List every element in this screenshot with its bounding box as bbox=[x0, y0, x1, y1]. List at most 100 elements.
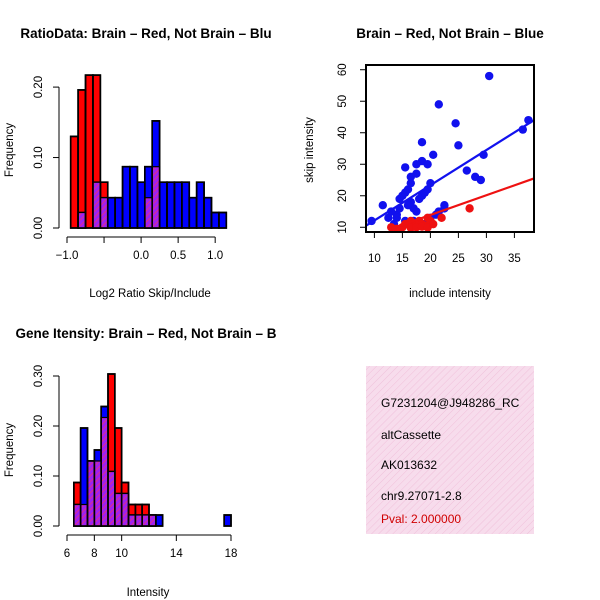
info-panel: G7231204@J948286_RC altCassette AK013632… bbox=[366, 366, 534, 534]
hist2-ylabel: Frequency bbox=[4, 423, 16, 478]
scatter-x-tick-label: 30 bbox=[480, 253, 493, 265]
scatter-title: Brain – Red, Not Brain – Blue bbox=[356, 26, 544, 41]
hist2-axes: 6 8 10 14 18 0.00 0.10 0.20 0.30 bbox=[33, 365, 237, 560]
scatter-y-tick-label: 50 bbox=[337, 95, 349, 108]
scatter-point-not-brain bbox=[454, 141, 463, 150]
hist-bar-overlap bbox=[127, 514, 136, 527]
hist-bar-overlap bbox=[134, 514, 143, 527]
hist-bar-overlap bbox=[86, 460, 95, 527]
hist-bar-not-brain bbox=[155, 514, 164, 527]
scatter-point-not-brain bbox=[462, 166, 471, 175]
scatter-y-tick-label: 60 bbox=[337, 63, 349, 76]
scatter-plot: 10 15 20 25 30 35 10 20 30 40 50 60 bbox=[337, 63, 535, 265]
scatter-point-brain bbox=[437, 213, 446, 223]
hist-bar-overlap bbox=[100, 416, 109, 527]
hist-bar-not-brain bbox=[188, 196, 198, 229]
hist2-bars bbox=[73, 373, 232, 527]
hist1-xlabel: Log2 Ratio Skip/Include bbox=[89, 288, 210, 300]
hist-bar-overlap bbox=[144, 197, 153, 229]
scatter-ylabel: skip intensity bbox=[304, 117, 316, 183]
hist1-title: RatioData: Brain – Red, Not Brain – Blu bbox=[20, 26, 271, 41]
x-tick-label: −1.0 bbox=[56, 250, 79, 262]
scatter-point-not-brain bbox=[485, 71, 494, 81]
hist-bar-outline bbox=[155, 514, 164, 527]
hist-bar-brain bbox=[77, 89, 87, 229]
hist-bar-outline bbox=[223, 514, 232, 527]
hist1-ylabel: Frequency bbox=[4, 123, 16, 178]
hist-bar-not-brain bbox=[158, 181, 168, 229]
hist-bar-outline bbox=[92, 74, 102, 229]
scatter-point-not-brain bbox=[423, 160, 432, 169]
info-pval: Pval: 2.000000 bbox=[381, 512, 461, 526]
scatter-xlabel: include intensity bbox=[409, 288, 491, 300]
hist-bar-not-brain bbox=[223, 514, 232, 527]
hist-bar-not-brain bbox=[121, 165, 131, 229]
hist-bar-not-brain bbox=[203, 196, 213, 229]
scatter-point-not-brain bbox=[392, 213, 401, 223]
scatter-point-not-brain bbox=[401, 163, 410, 172]
info-gene-id: G7231204@J948286_RC bbox=[381, 396, 520, 410]
hist-bar-overlap bbox=[121, 492, 130, 527]
y-tick-label: 0.10 bbox=[33, 146, 45, 168]
hist-bar-overlap bbox=[77, 211, 87, 229]
hist-bar-not-brain bbox=[210, 211, 220, 229]
scatter-points bbox=[366, 71, 534, 232]
scatter-point-not-brain bbox=[417, 137, 427, 147]
scatter-y-tick-label: 20 bbox=[337, 189, 349, 202]
hist-bar-not-brain bbox=[136, 181, 146, 229]
scatter-fit-line bbox=[366, 119, 534, 227]
x-tick-label: 18 bbox=[225, 548, 238, 560]
y-tick-label: 0.00 bbox=[33, 515, 45, 537]
scatter-point-brain bbox=[465, 204, 474, 213]
y-tick-label: 0.30 bbox=[33, 365, 45, 387]
scatter-point-not-brain bbox=[451, 119, 460, 128]
scatter-point-brain bbox=[429, 219, 438, 229]
x-tick-label: 0.0 bbox=[133, 250, 149, 262]
x-tick-label: 1.0 bbox=[207, 250, 223, 262]
scatter-point-not-brain bbox=[476, 175, 485, 185]
x-tick-label: 14 bbox=[170, 548, 183, 560]
hist-bar-not-brain bbox=[114, 196, 124, 229]
y-tick-label: 0.20 bbox=[33, 76, 45, 98]
scatter-point-not-brain bbox=[406, 178, 415, 188]
scatter-point-not-brain bbox=[403, 185, 413, 194]
scatter-point-not-brain bbox=[434, 100, 443, 109]
hist1-axes: −1.0 0.0 0.5 1.0 0.00 0.10 0.20 bbox=[33, 76, 223, 262]
hist-bar-overlap bbox=[73, 503, 82, 527]
scatter-point-not-brain bbox=[429, 150, 438, 160]
hist-bar-overlap bbox=[92, 181, 101, 229]
hist-bar-not-brain bbox=[129, 165, 139, 229]
scatter-point-not-brain bbox=[412, 160, 421, 169]
x-tick-label: 10 bbox=[115, 548, 128, 560]
info-accession: AK013632 bbox=[381, 458, 437, 472]
scatter-point-not-brain bbox=[412, 207, 421, 216]
hist-bar-outline bbox=[114, 427, 123, 527]
y-tick-label: 0.20 bbox=[33, 415, 45, 437]
scatter-y-tick-label: 30 bbox=[337, 158, 349, 171]
x-tick-label: 6 bbox=[64, 548, 70, 560]
scatter-y-tick-label: 40 bbox=[337, 126, 349, 139]
scatter-x-tick-label: 10 bbox=[368, 253, 381, 265]
hist-bar-brain bbox=[69, 135, 79, 229]
info-location: chr9.27071-2.8 bbox=[381, 489, 462, 503]
hist-bar-brain bbox=[84, 74, 94, 229]
hist2-title: Gene Itensity: Brain – Red, Not Brain – … bbox=[15, 326, 276, 341]
x-tick-label: 8 bbox=[91, 548, 97, 560]
hist-bar-overlap bbox=[107, 470, 116, 527]
y-tick-label: 0.10 bbox=[33, 465, 45, 487]
y-tick-label: 0.00 bbox=[33, 217, 45, 239]
hist-bar-not-brain bbox=[181, 181, 191, 229]
hist-bar-overlap bbox=[99, 197, 109, 229]
scatter-point-not-brain bbox=[403, 201, 413, 210]
scatter-point-not-brain bbox=[378, 201, 387, 210]
hist-bar-overlap bbox=[141, 514, 150, 527]
x-tick-label: 0.5 bbox=[170, 250, 186, 262]
hist2-xlabel: Intensity bbox=[127, 587, 170, 599]
scatter-fit-line bbox=[390, 177, 534, 230]
scatter-x-tick-label: 35 bbox=[508, 253, 521, 265]
scatter-x-tick-label: 20 bbox=[424, 253, 437, 265]
hist-bar-overlap bbox=[148, 514, 157, 527]
hist-bar-overlap bbox=[93, 460, 102, 527]
